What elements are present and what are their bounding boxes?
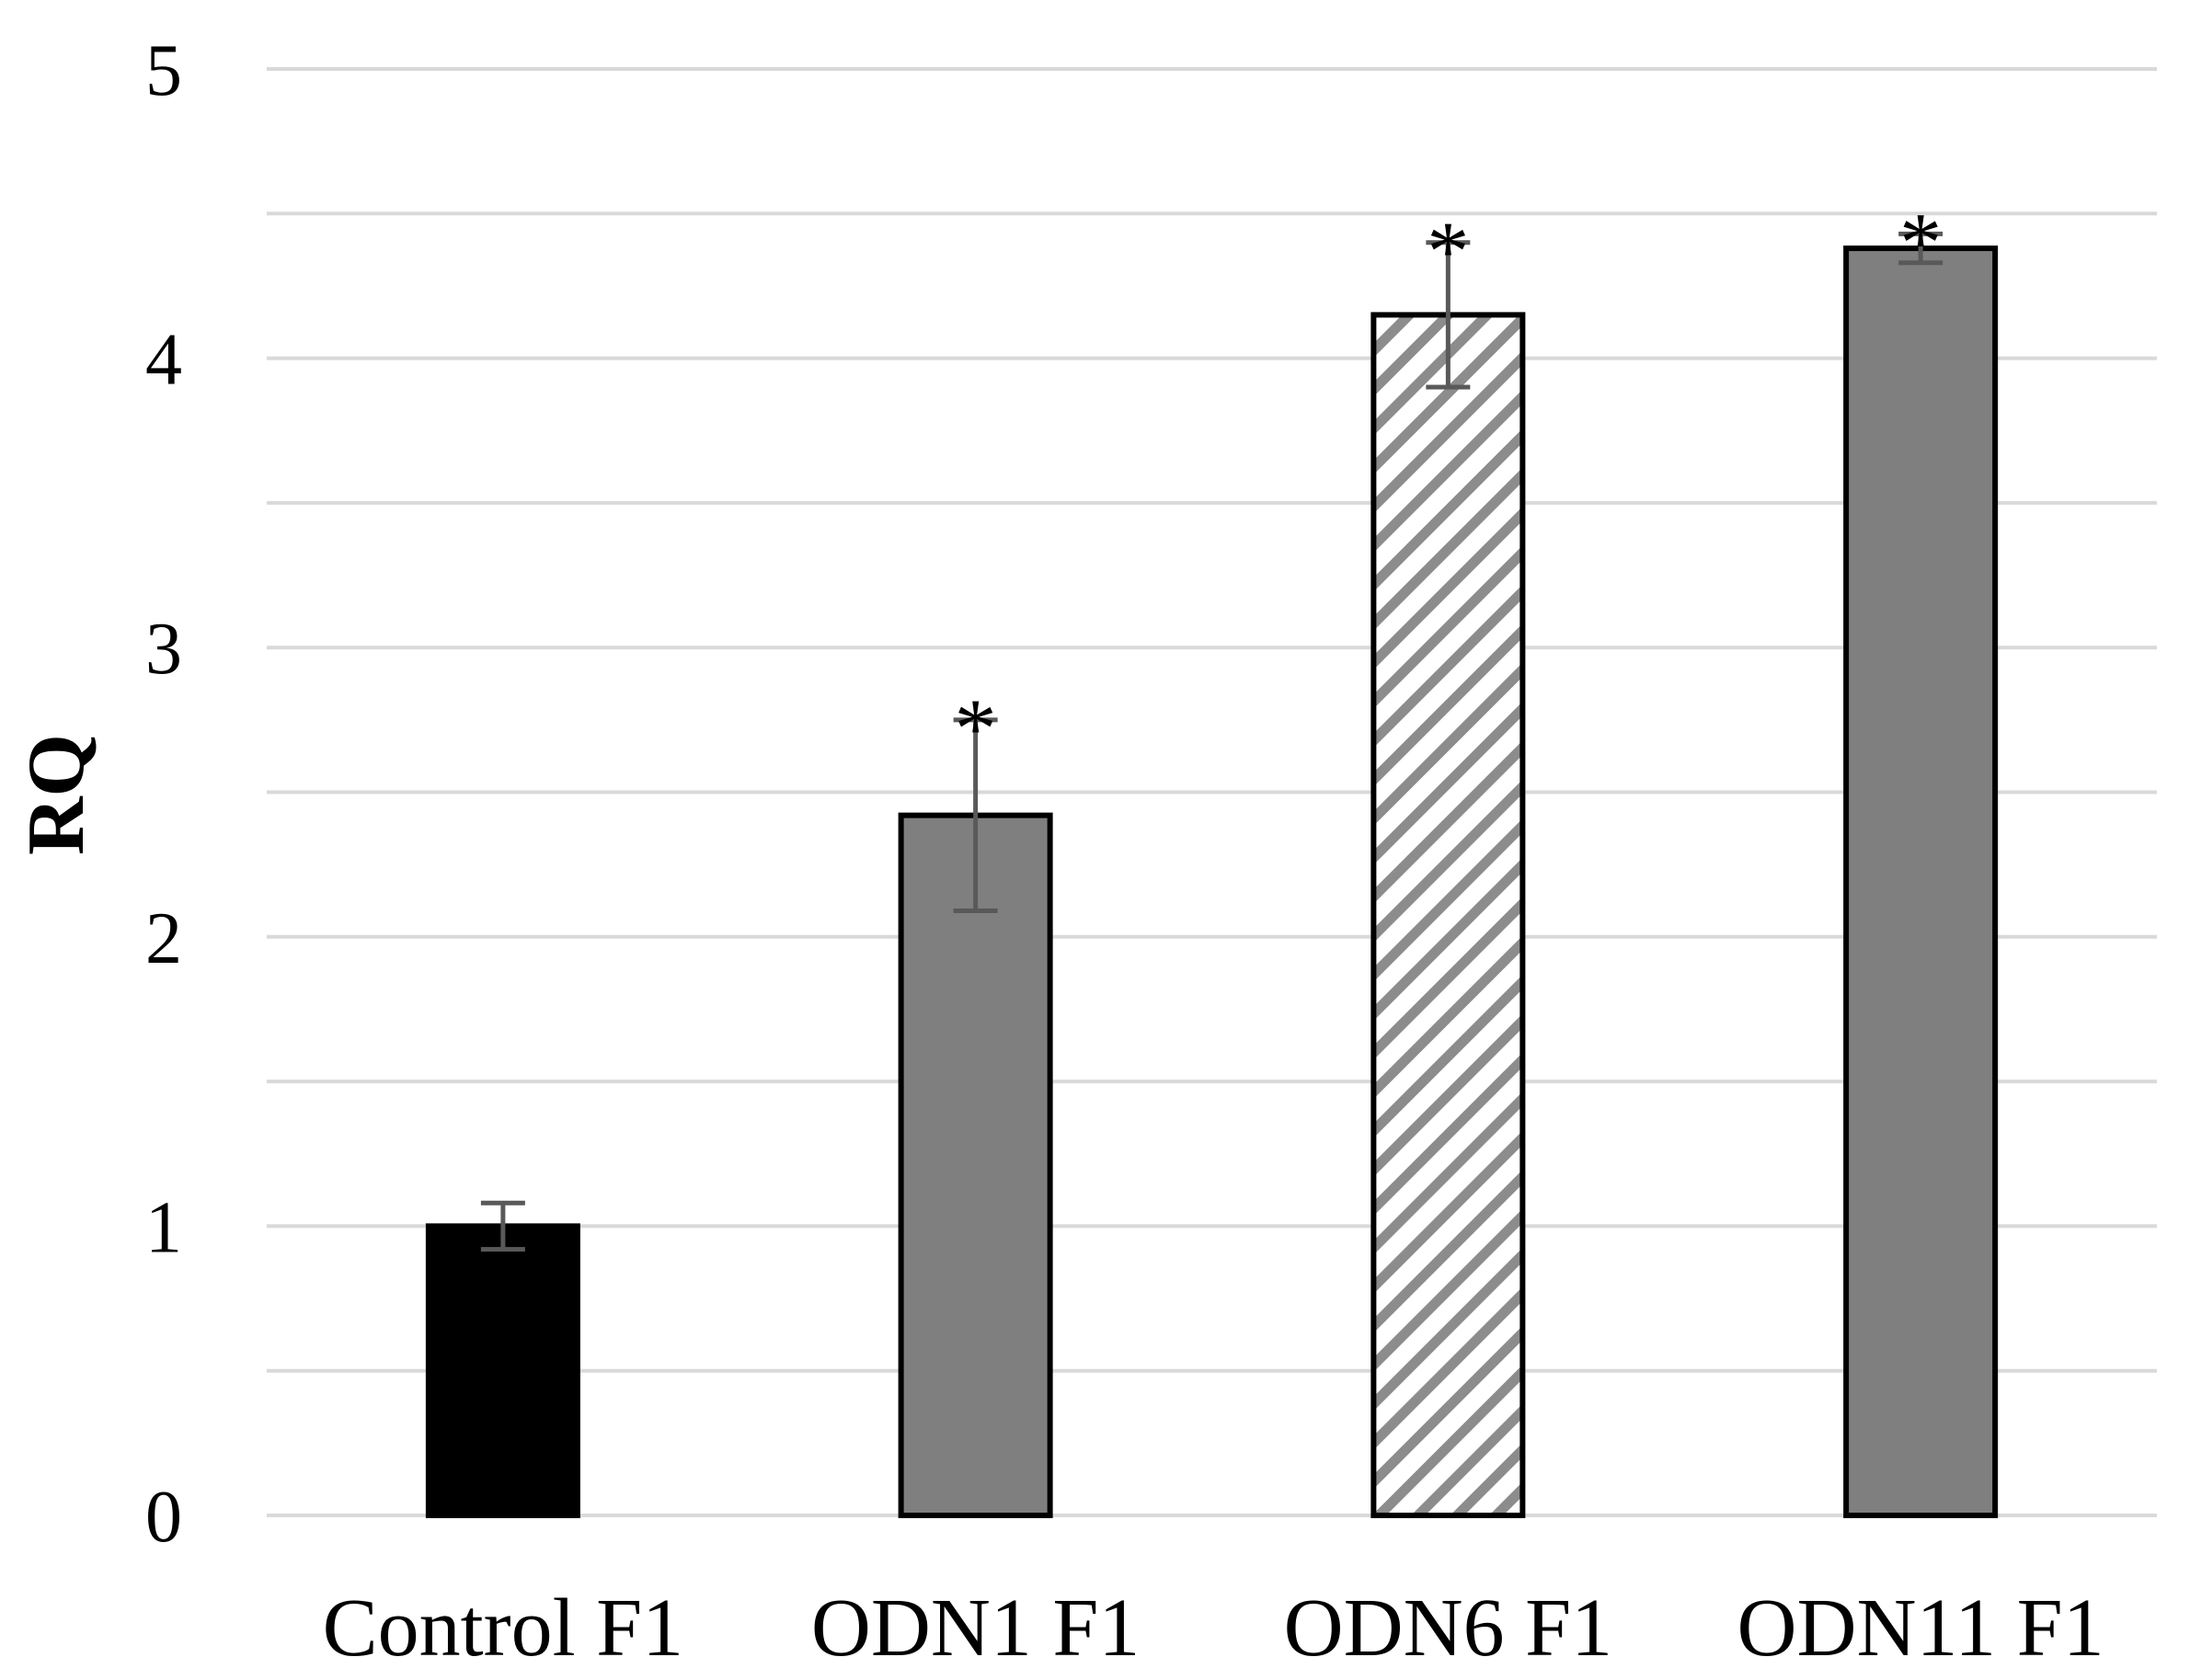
- bar: [425, 1223, 580, 1519]
- bar: [1370, 312, 1526, 1518]
- y-tick-label: 5: [145, 30, 182, 111]
- y-tick-label: 1: [145, 1187, 182, 1268]
- x-axis-category-labels: Control F1 ODN1 F1 ODN6 F1 ODN11 F1: [323, 1583, 2104, 1674]
- x-category-label: ODN11 F1: [1737, 1583, 2104, 1674]
- bars: [425, 246, 1999, 1519]
- x-category-label: ODN6 F1: [1284, 1583, 1613, 1674]
- y-tick-label: 4: [145, 320, 182, 401]
- significance-asterisk: *: [1427, 204, 1469, 298]
- bar: [898, 812, 1053, 1518]
- significance-asterisk: *: [1899, 195, 1942, 289]
- y-tick-label: 2: [145, 898, 182, 979]
- gridlines: [267, 67, 2157, 1517]
- y-axis-tick-labels: 0 1 2 3 4 5: [145, 30, 182, 1558]
- x-category-label: Control F1: [323, 1583, 684, 1674]
- significance-asterisk: *: [955, 681, 997, 775]
- bar: [1843, 246, 1999, 1518]
- error-bars: [480, 231, 1943, 1252]
- y-tick-label: 0: [145, 1477, 182, 1558]
- y-tick-label: 3: [145, 609, 182, 690]
- y-axis-title: RQ: [12, 734, 101, 855]
- significance-markers: * * *: [955, 195, 1943, 775]
- x-category-label: ODN1 F1: [811, 1583, 1141, 1674]
